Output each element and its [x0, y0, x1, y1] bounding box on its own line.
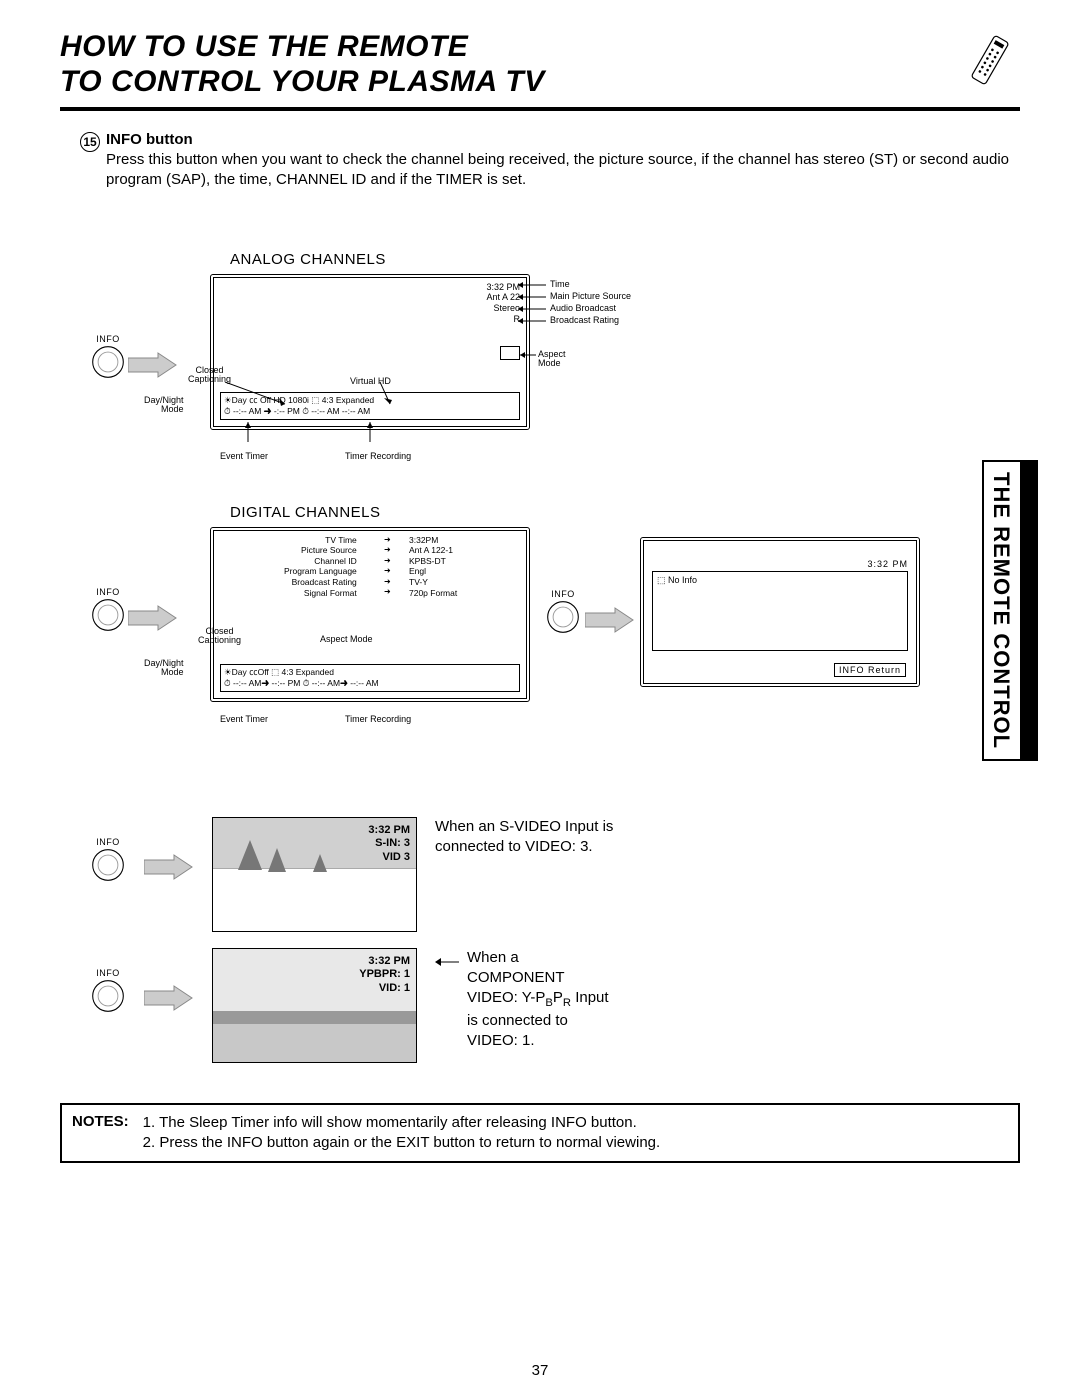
- analog-diagram: INFO Closed Captioning Day/Night Mode Ev…: [120, 274, 1020, 474]
- info-button-icon: [90, 847, 126, 883]
- digital-diagram: INFO Closed Captioning Aspect Mode Day/N…: [120, 527, 1020, 737]
- page-number: 37: [0, 1362, 1080, 1379]
- component-desc: When a COMPONENT VIDEO: Y-PBPR Input is …: [467, 948, 609, 1052]
- title-line-1: HOW TO USE THE REMOTE: [60, 30, 468, 63]
- info-label: INFO: [90, 968, 126, 978]
- notes-label: NOTES:: [72, 1113, 129, 1154]
- digital-screen: TV Time Picture Source Channel ID Progra…: [210, 527, 530, 702]
- rating-label: Broadcast Rating: [550, 316, 619, 325]
- annot-lines: [518, 282, 548, 332]
- digital-heading: DIGITAL CHANNELS: [230, 504, 1020, 521]
- component-row: INFO 3:32 PM YPBPR: 1 VID: 1: [90, 948, 1020, 1063]
- info-section: 15 INFO button Press this button when yo…: [80, 131, 1020, 191]
- info-button-icon: [90, 978, 126, 1014]
- third-footer: INFO Return: [834, 663, 906, 677]
- info-button-title: INFO button: [106, 131, 1020, 148]
- analog-heading: ANALOG CHANNELS: [230, 251, 1020, 268]
- manual-page: HOW TO USE THE REMOTE TO CONTROL YOUR PL…: [0, 0, 1080, 1397]
- aspect-indicator: [500, 346, 520, 360]
- timer-rec-label: Timer Recording: [345, 715, 411, 724]
- arrow-right-icon: [128, 350, 178, 380]
- audio-label: Audio Broadcast: [550, 304, 616, 313]
- info-button-icon: [90, 597, 126, 633]
- digital-bar: ☀Day ㏄Off ⬚ 4:3 Expanded ⏱ --:-- AM➜ --:…: [220, 664, 520, 691]
- analog-osd: 3:32 PM Ant A 22 Stereo R: [486, 282, 520, 325]
- svideo-thumb: 3:32 PM S-IN: 3 VID 3: [212, 817, 417, 932]
- title-line-2: TO CONTROL YOUR PLASMA TV: [60, 65, 545, 98]
- digital-label-list: TV Time Picture Source Channel ID Progra…: [284, 535, 357, 599]
- note-1: 1. The Sleep Timer info will show moment…: [143, 1113, 661, 1133]
- page-title: HOW TO USE THE REMOTE TO CONTROL YOUR PL…: [60, 30, 545, 99]
- component-thumb: 3:32 PM YPBPR: 1 VID: 1: [212, 948, 417, 1063]
- component-osd: 3:32 PM YPBPR: 1 VID: 1: [359, 955, 410, 996]
- arrow-right-icon: [144, 852, 194, 882]
- time-label: Time: [550, 280, 570, 289]
- digital-value-list: 3:32PM Ant A 122-1 KPBS-DT Engl TV-Y 720…: [409, 535, 457, 599]
- daynight-label: Day/Night Mode: [144, 396, 184, 415]
- leader-lines: [210, 382, 490, 454]
- info-button-description: Press this button when you want to check…: [106, 150, 1020, 191]
- noinfo-box: ⬚ No Info: [652, 571, 908, 651]
- info-label: INFO: [90, 837, 126, 847]
- svideo-row: INFO 3:32 PM S-IN: 3: [90, 817, 1020, 932]
- arrow-col: ➜➜➜➜➜➜: [384, 535, 391, 598]
- notes-list: 1. The Sleep Timer info will show moment…: [143, 1113, 661, 1154]
- info-button-mid: INFO: [545, 589, 581, 635]
- svideo-desc: When an S-VIDEO Input is connected to VI…: [435, 817, 635, 858]
- daynight-label: Day/Night Mode: [144, 659, 184, 678]
- info-label: INFO: [90, 334, 126, 344]
- third-time: 3:32 PM: [867, 559, 908, 569]
- page-header: HOW TO USE THE REMOTE TO CONTROL YOUR PL…: [60, 30, 1020, 111]
- event-timer-label: Event Timer: [220, 715, 268, 724]
- info-label: INFO: [90, 587, 126, 597]
- notes-box: NOTES: 1. The Sleep Timer info will show…: [60, 1103, 1020, 1164]
- note-2: 2. Press the INFO button again or the EX…: [143, 1133, 661, 1153]
- aspect-line: [520, 348, 538, 362]
- main-src-label: Main Picture Source: [550, 292, 631, 301]
- arrow-right-icon: [144, 983, 194, 1013]
- info-button-icon: [90, 344, 126, 380]
- arrow-right-icon: [585, 605, 635, 635]
- svideo-osd: 3:32 PM S-IN: 3 VID 3: [368, 824, 410, 865]
- remote-icon: [960, 30, 1020, 90]
- info-result-screen: 3:32 PM ⬚ No Info INFO Return: [640, 537, 920, 687]
- item-number: 15: [80, 132, 100, 152]
- arrow-right-icon: [128, 603, 178, 633]
- info-button-icon: [545, 599, 581, 635]
- arrow-left-small-icon: [435, 956, 459, 968]
- aspect-label: Aspect Mode: [538, 350, 566, 369]
